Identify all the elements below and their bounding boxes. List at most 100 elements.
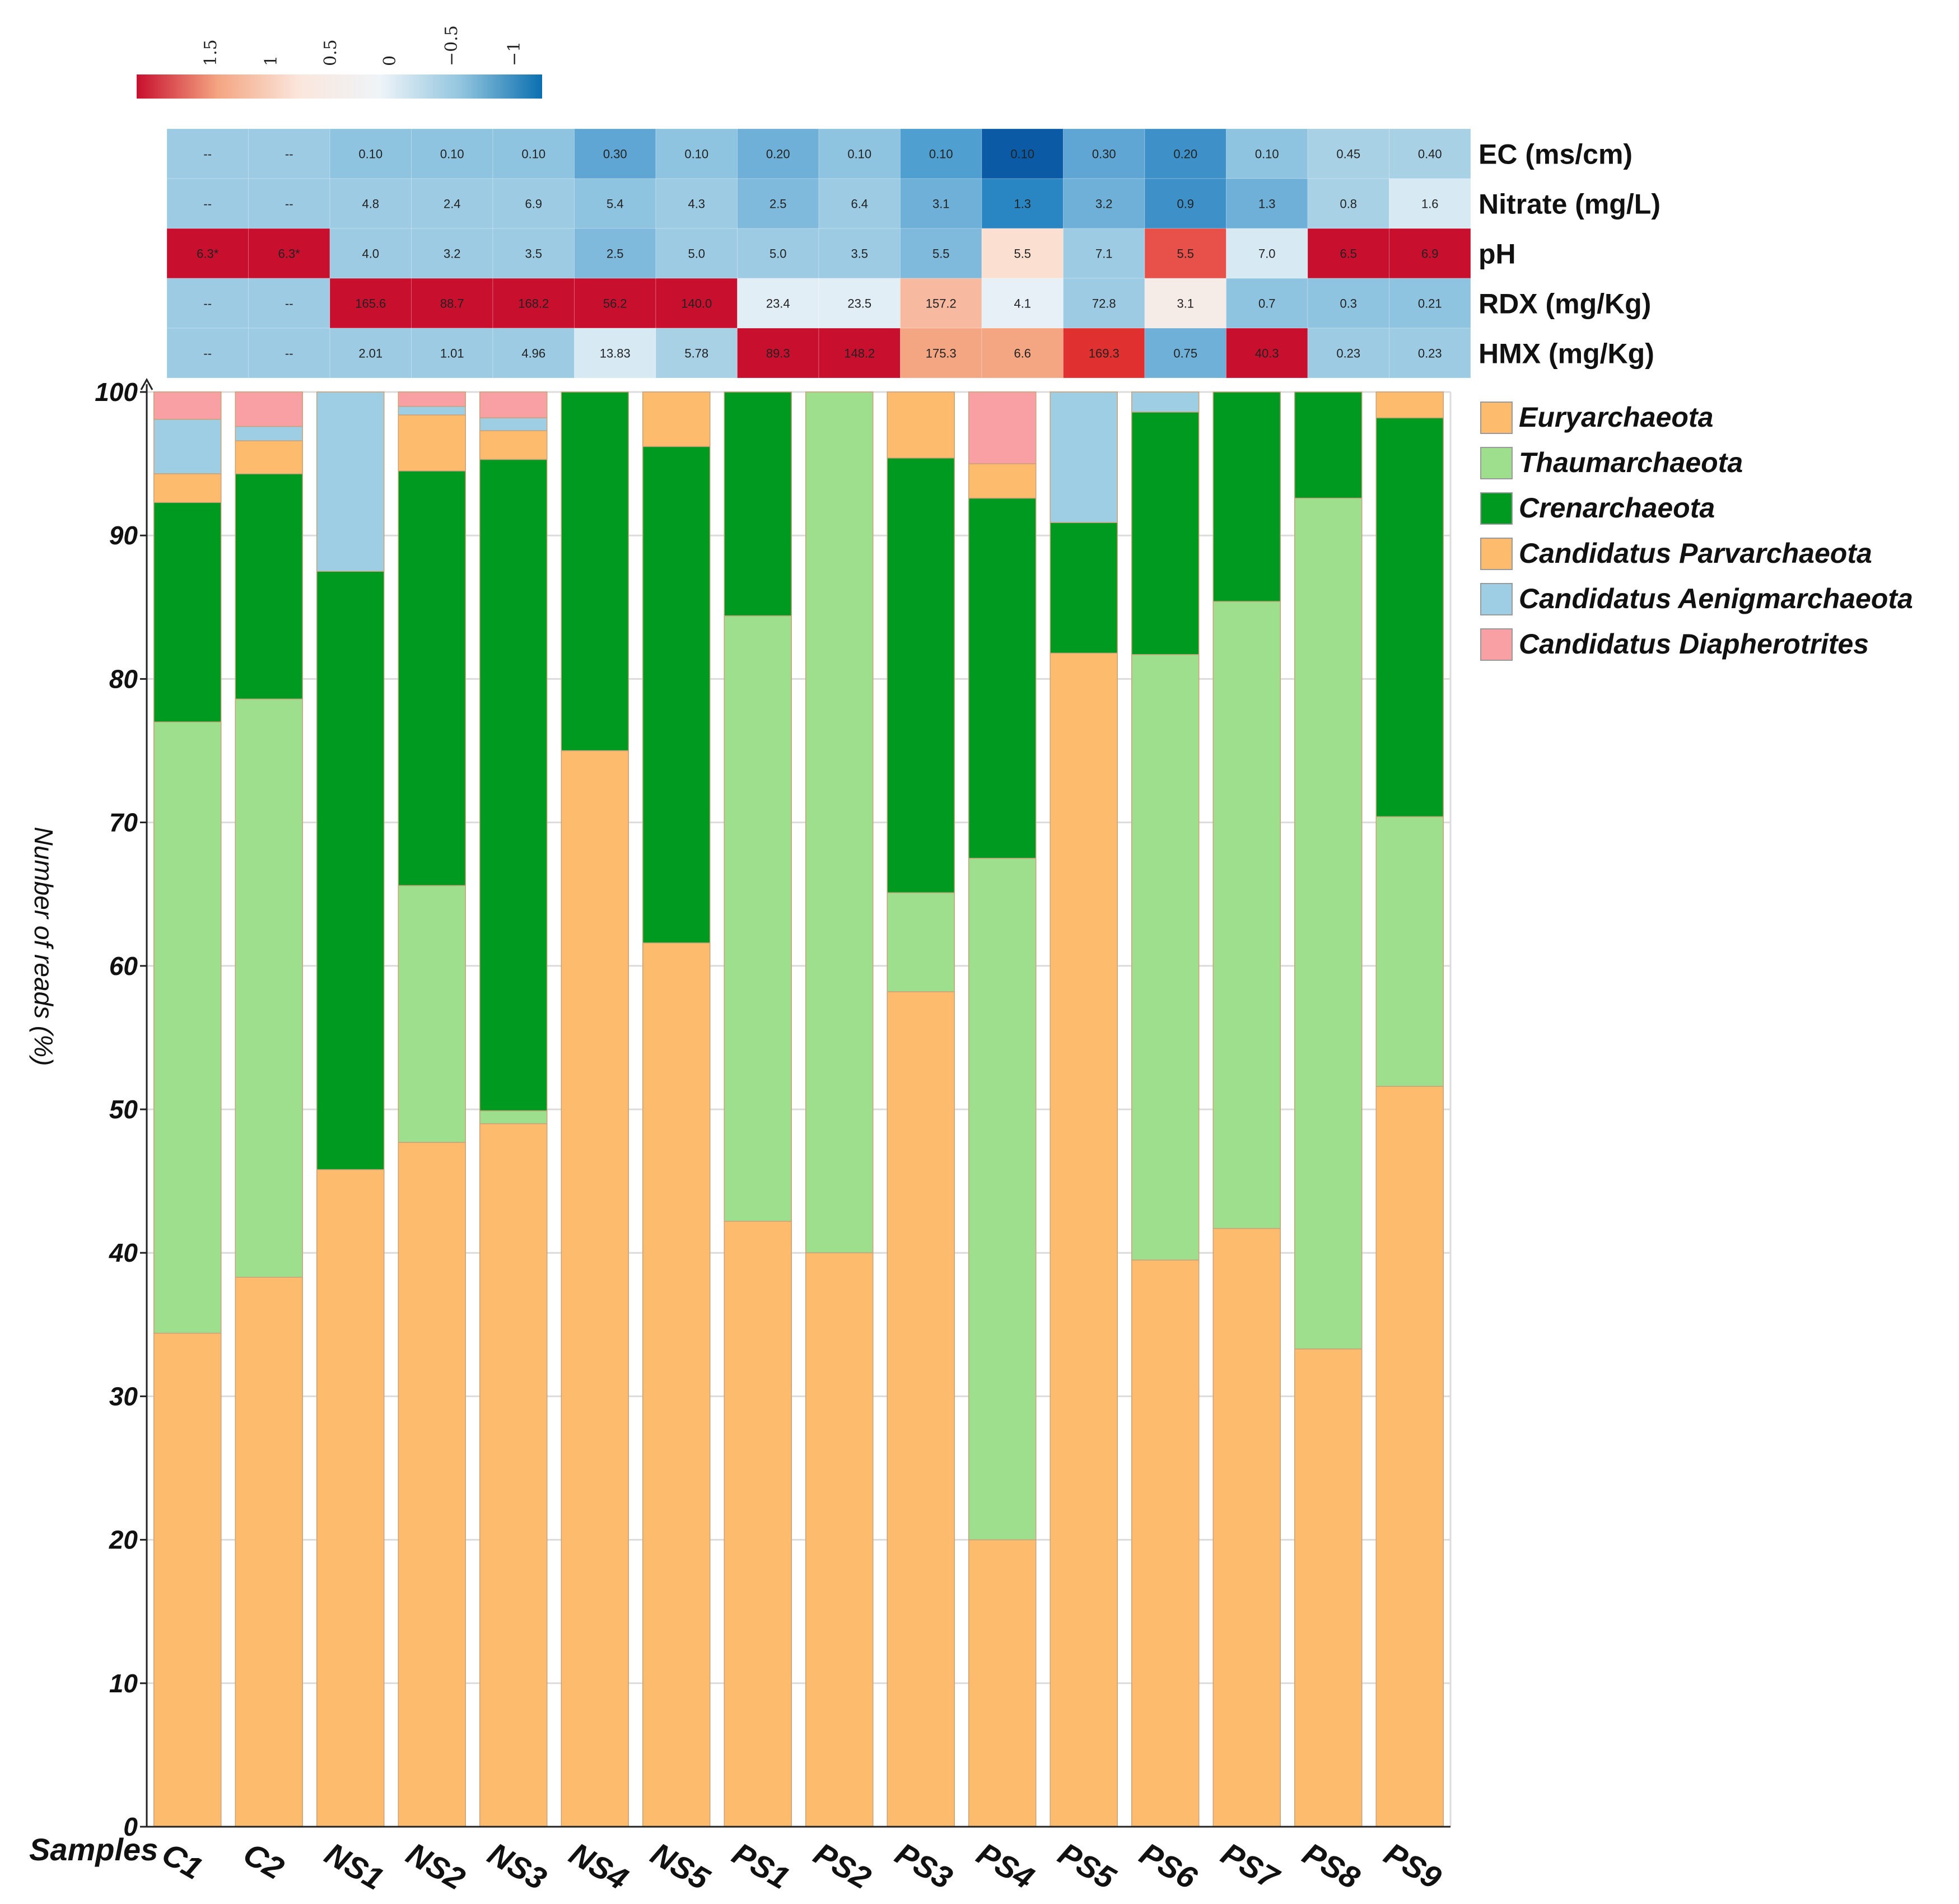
heatmap-cell-value: 0.20 <box>766 147 790 161</box>
bar-segment <box>805 1252 874 1827</box>
bar-segment <box>561 391 629 752</box>
x-tick-label: PS1 <box>726 1836 795 1896</box>
bar-segment <box>398 885 466 1143</box>
heatmap-cell <box>1226 278 1308 329</box>
heatmap-cell <box>737 228 819 279</box>
y-tick-label: 100 <box>95 377 138 407</box>
heatmap-cell <box>248 328 330 379</box>
heatmap-cell <box>1226 228 1308 279</box>
heatmap-cell <box>981 178 1064 229</box>
heatmap-cell-value: 6.4 <box>851 197 868 211</box>
legend-entry: Crenarchaeota <box>1519 492 1715 524</box>
colorbar-tick-label: 0.5 <box>321 39 341 66</box>
heatmap-cell <box>981 228 1064 279</box>
heatmap-cell-value: 3.1 <box>1177 297 1194 311</box>
y-tick-label: 30 <box>109 1382 138 1411</box>
x-axis-label: Samples <box>29 1832 158 1867</box>
y-tick-label: 50 <box>109 1095 138 1124</box>
heatmap-cell-value: 0.23 <box>1336 347 1360 361</box>
heatmap-cell-value: -- <box>285 147 293 161</box>
heatmap-cell <box>166 178 249 229</box>
bar-segment <box>1294 497 1363 1350</box>
heatmap-cell <box>411 228 493 279</box>
bar-segment <box>479 417 548 431</box>
heatmap: -- -- 0.10 0.10 0.10 0.30 0.10 0.20 0.10 0.10 0.10… <box>166 128 1661 379</box>
heatmap-cell-value: 6.9 <box>525 197 542 211</box>
heatmap-cell-value: 3.5 <box>525 247 542 261</box>
heatmap-cell <box>574 178 656 229</box>
heatmap-cell <box>411 328 493 379</box>
colorbar-tick-label: 0 <box>380 55 400 66</box>
x-tick-label: PS8 <box>1297 1836 1366 1896</box>
bar-segment <box>235 473 303 700</box>
heatmap-cell-value: -- <box>203 197 212 211</box>
heatmap-row-label: HMX (mg/Kg) <box>1478 338 1654 370</box>
colorbar-tick-label: 1 <box>262 55 281 66</box>
heatmap-cell <box>1389 228 1471 279</box>
bar-segment <box>398 470 466 886</box>
heatmap-row-label: RDX (mg/Kg) <box>1478 288 1651 320</box>
heatmap-cell-value: 5.4 <box>607 197 624 211</box>
heatmap-cell-value: 0.10 <box>440 147 464 161</box>
heatmap-cell-value: 2.5 <box>769 197 787 211</box>
heatmap-cell <box>1226 328 1308 379</box>
y-tick-label: 20 <box>109 1525 138 1555</box>
heatmap-cell <box>492 278 575 329</box>
heatmap-cell-value: 0.10 <box>1255 147 1279 161</box>
heatmap-cell <box>329 178 412 229</box>
bar-segment <box>398 405 466 416</box>
heatmap-cell-value: 23.4 <box>766 297 790 311</box>
legend-entry: Thaumarchaeota <box>1519 447 1743 478</box>
bar-segment <box>1050 522 1118 654</box>
legend-swatch <box>1480 402 1513 434</box>
bar-segment <box>316 1169 385 1827</box>
x-tick-label: NS4 <box>563 1836 634 1897</box>
bar-segment <box>153 473 222 503</box>
heatmap-cell-value: 56.2 <box>603 297 627 311</box>
heatmap-cell <box>1307 328 1389 379</box>
y-tick-label: 60 <box>109 951 138 981</box>
heatmap-cell-value: 3.5 <box>851 247 868 261</box>
heatmap-cell <box>1144 328 1226 379</box>
heatmap-cell-value: -- <box>203 147 212 161</box>
heatmap-cell-value: 3.1 <box>932 197 950 211</box>
x-tick-label: NS5 <box>645 1836 716 1897</box>
heatmap-cell <box>1307 128 1389 179</box>
heatmap-cell-value: 23.5 <box>847 297 871 311</box>
bar-segment <box>479 430 548 460</box>
heatmap-cell <box>737 128 819 179</box>
heatmap-cell <box>1226 128 1308 179</box>
heatmap-cell-value: 148.2 <box>844 347 875 361</box>
heatmap-cell-value: 0.30 <box>603 147 627 161</box>
heatmap-cell <box>248 178 330 229</box>
bar-segment <box>968 1539 1037 1827</box>
heatmap-cell <box>1144 128 1226 179</box>
heatmap-cell-value: -- <box>285 197 293 211</box>
heatmap-cell-value: 5.78 <box>684 347 708 361</box>
x-tick-label: PS5 <box>1052 1836 1122 1896</box>
heatmap-row-label: EC (ms/cm) <box>1478 139 1633 170</box>
heatmap-cell <box>655 328 738 379</box>
colorbar-tick-label: 1.5 <box>201 39 221 66</box>
bar-segment <box>479 1123 548 1827</box>
heatmap-cell-value: 0.23 <box>1418 347 1442 361</box>
heatmap-cell-value: 6.3* <box>197 247 219 261</box>
heatmap-cell-value: 0.30 <box>1092 147 1116 161</box>
heatmap-cell-value: 5.0 <box>688 247 705 261</box>
x-tick-label: PS7 <box>1215 1836 1286 1897</box>
heatmap-cell <box>248 128 330 179</box>
heatmap-cell <box>981 278 1064 329</box>
heatmap-cell-value: 2.4 <box>444 197 461 211</box>
heatmap-cell-value: 6.3* <box>278 247 301 261</box>
heatmap-cell <box>900 328 982 379</box>
heatmap-cell-value: 2.01 <box>358 347 383 361</box>
heatmap-cell-value: 4.1 <box>1014 297 1031 311</box>
heatmap-cell-value: 0.10 <box>847 147 871 161</box>
bar-segment <box>561 750 629 1827</box>
y-tick-label: 10 <box>109 1669 138 1698</box>
colorbar-bar <box>137 74 542 99</box>
heatmap-cell <box>248 278 330 329</box>
heatmap-cell <box>329 278 412 329</box>
bar-segment <box>642 942 711 1827</box>
heatmap-cell-value: 0.10 <box>684 147 708 161</box>
